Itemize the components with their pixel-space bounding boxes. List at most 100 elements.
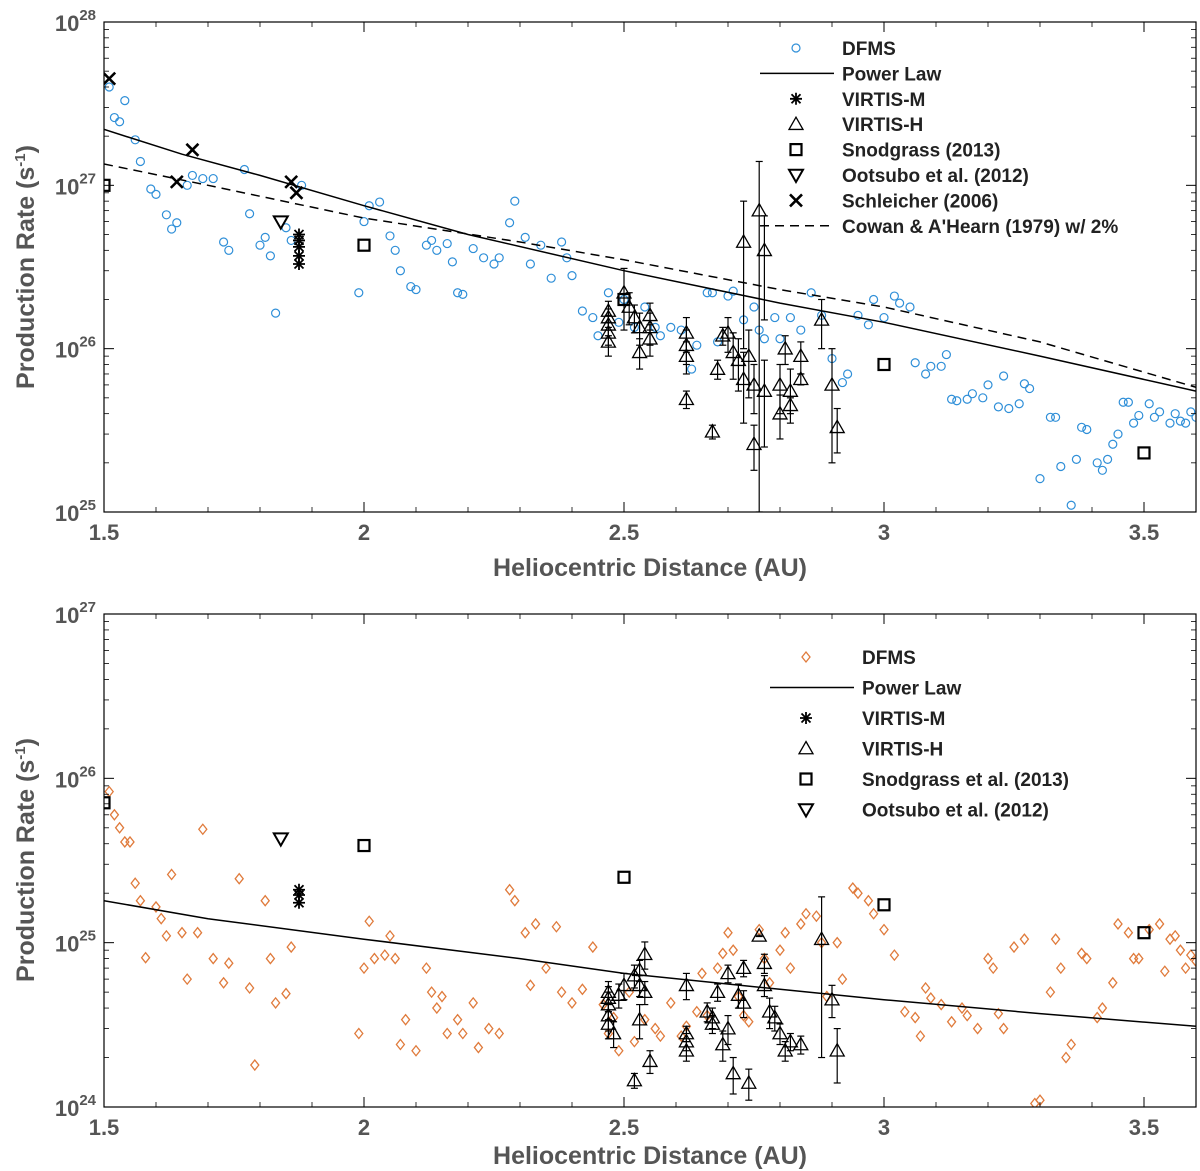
data-point: [811, 910, 822, 923]
legend-item: Snodgrass et al. (2013): [799, 770, 1069, 791]
data-point: [421, 962, 432, 975]
data-point: [725, 343, 742, 359]
data-point: [293, 257, 305, 270]
data-point: [146, 184, 156, 194]
legend-label: DFMS: [862, 648, 916, 669]
legend-label: Snodgrass (2013): [842, 141, 1000, 162]
data-point: [792, 370, 809, 386]
data-point: [813, 311, 830, 326]
y-tick-label: 1027: [55, 599, 96, 628]
legend-marker: [797, 803, 815, 819]
data-point: [289, 185, 304, 200]
data-point: [109, 808, 120, 821]
data-point: [293, 889, 305, 902]
data-point: [1191, 955, 1196, 968]
data-point: [525, 979, 536, 992]
data-point: [1004, 403, 1014, 414]
data-point: [853, 310, 863, 320]
data-point: [610, 986, 627, 1001]
data-point: [293, 896, 305, 909]
data-point: [936, 998, 947, 1011]
data-point: [1092, 1011, 1103, 1024]
data-point: [530, 917, 541, 930]
data-point: [1165, 933, 1175, 946]
legend-label: VIRTIS-M: [842, 90, 925, 111]
data-point: [104, 796, 111, 810]
data-point: [745, 435, 763, 451]
data-point: [364, 915, 375, 928]
data-point: [1154, 917, 1165, 930]
data-point: [614, 317, 624, 327]
data-point: [293, 240, 305, 253]
data-point: [431, 1002, 442, 1015]
x-tick-label: 2.5: [609, 1115, 640, 1140]
data-point: [728, 286, 738, 296]
data-point: [114, 117, 125, 127]
data-point: [556, 237, 567, 247]
data-point: [678, 1042, 695, 1057]
data-point: [1102, 454, 1113, 464]
legend-item: Ootsubo et al. (2012): [797, 801, 1049, 822]
data-point: [605, 1025, 622, 1040]
data-point: [998, 371, 1009, 381]
data-point: [792, 347, 809, 363]
data-point: [785, 312, 796, 323]
data-point: [756, 954, 773, 970]
data-point: [197, 823, 208, 836]
legend-marker: [797, 740, 815, 755]
data-point: [806, 288, 816, 298]
data-point: [988, 962, 999, 975]
data-point: [1128, 952, 1139, 965]
data-point: [738, 1009, 749, 1022]
legend-item: Power Law: [770, 679, 961, 700]
data-point: [1144, 399, 1154, 409]
data-point: [777, 340, 794, 355]
legend-marker: [790, 92, 802, 105]
data-point: [641, 330, 659, 345]
top-plot-marks: [104, 71, 1196, 512]
data-point: [600, 1015, 617, 1030]
data-point: [795, 917, 806, 930]
legend-item: DFMS: [801, 648, 916, 669]
data-point: [889, 949, 900, 962]
data-point: [691, 1005, 702, 1018]
data-point: [286, 941, 297, 954]
data-point: [375, 197, 385, 207]
x-tick-label: 1.5: [89, 520, 120, 545]
data-point: [1019, 379, 1030, 389]
legend-marker: [791, 43, 801, 53]
data-point: [546, 273, 556, 283]
data-point: [617, 870, 631, 884]
bottom-ticks: 1.5 2 2.5 3 3.5 1024 1025 1026 1027: [55, 599, 1197, 1140]
legend-item: Power Law: [760, 64, 941, 85]
data-point: [936, 361, 946, 371]
data-point: [182, 180, 192, 190]
y-tick-label: 1027: [55, 170, 96, 199]
data-point: [749, 302, 759, 312]
data-point: [182, 973, 193, 986]
data-point: [1185, 949, 1196, 962]
data-point: [785, 962, 796, 975]
data-point: [198, 173, 208, 184]
data-point: [1159, 965, 1170, 978]
y-tick-label: 1026: [55, 763, 96, 792]
data-point: [957, 1002, 967, 1015]
bottom-x-axis-title: Heliocentric Distance (AU): [493, 1142, 807, 1170]
data-point: [293, 249, 305, 262]
data-point: [458, 289, 468, 299]
data-point: [473, 1041, 484, 1054]
data-point: [837, 973, 848, 986]
top-plot-frame: [103, 21, 1197, 513]
series-line: [104, 899, 1196, 1028]
data-point: [714, 327, 731, 342]
bottom-plot-marks: [104, 785, 1196, 1107]
data-point: [770, 312, 780, 323]
data-point: [796, 325, 806, 335]
y-tick-label: 1026: [55, 334, 96, 363]
data-point: [390, 952, 401, 965]
data-point: [1082, 424, 1092, 435]
data-point: [130, 877, 141, 890]
data-point: [379, 949, 390, 962]
legend-label: VIRTIS-H: [862, 740, 943, 761]
data-point: [1175, 416, 1186, 426]
